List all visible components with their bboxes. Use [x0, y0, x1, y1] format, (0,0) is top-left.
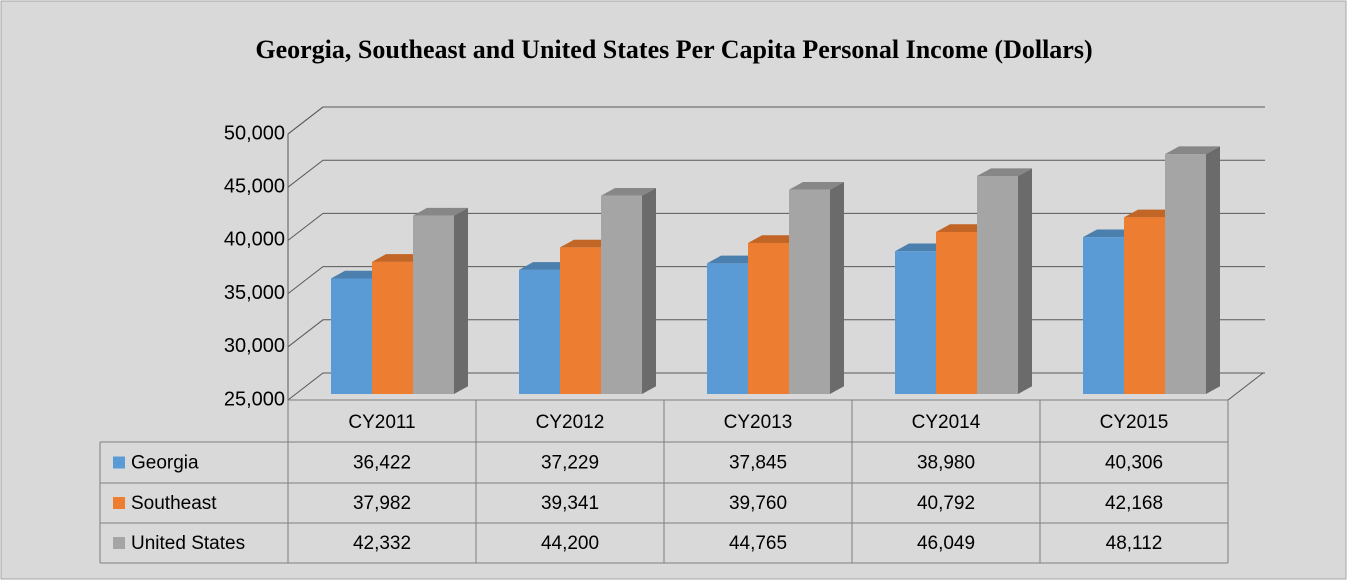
bar-top [977, 168, 1032, 177]
y-tick-label: 45,000 [224, 175, 285, 197]
bar-side-shade [830, 182, 844, 394]
table-value: 38,980 [917, 453, 975, 474]
bar [372, 261, 413, 394]
grid-line [287, 159, 1265, 188]
table-value: 44,200 [541, 533, 599, 554]
bar [977, 176, 1018, 394]
chart-title: Georgia, Southeast and United States Per… [255, 35, 1092, 64]
bar [331, 278, 372, 394]
bar [601, 195, 642, 394]
bar-top-shade [977, 168, 1032, 177]
table-value: 48,112 [1106, 533, 1163, 554]
y-tick-label: 25,000 [224, 388, 285, 410]
bar [1124, 217, 1165, 394]
bar [519, 269, 560, 394]
table-value: 44,765 [729, 533, 787, 554]
bar-top [789, 182, 844, 190]
bar [789, 189, 830, 394]
bar-side [1018, 168, 1032, 394]
bar [748, 242, 789, 394]
x-tick-label: CY2015 [1100, 412, 1169, 433]
table-value: 37,229 [541, 453, 599, 474]
bar-side [830, 182, 844, 394]
bar-top [413, 207, 468, 216]
table-value: 37,982 [353, 493, 411, 514]
bar-top [601, 188, 656, 196]
y-tick-label: 50,000 [224, 122, 285, 144]
x-tick-label: CY2014 [912, 412, 981, 433]
bar [707, 263, 748, 394]
bar-side [642, 188, 656, 394]
legend-label: United States [131, 533, 245, 554]
table-value: 40,792 [917, 493, 975, 514]
table-value: 40,306 [1105, 453, 1163, 474]
legend-swatch [113, 537, 125, 549]
bar-top-shade [789, 182, 844, 190]
y-tick-label: 35,000 [224, 282, 285, 304]
legend-swatch [113, 497, 125, 509]
bar-side-shade [454, 207, 468, 394]
bar-side [454, 207, 468, 394]
bar-top-shade [413, 207, 468, 216]
x-tick-label: CY2013 [724, 412, 793, 433]
legend-swatch [113, 456, 125, 469]
table-value: 39,341 [541, 493, 599, 514]
bar-side-shade [642, 188, 656, 394]
bar [560, 247, 601, 394]
bar [1083, 237, 1124, 394]
y-tick-label: 30,000 [224, 335, 285, 357]
axis-wall [287, 106, 324, 400]
legend-label: Southeast [131, 493, 217, 514]
table-value: 39,760 [729, 493, 787, 514]
bar-top [1165, 146, 1220, 155]
table-value: 42,332 [353, 533, 411, 554]
bar-side [1206, 146, 1220, 394]
table-value: 42,168 [1105, 493, 1163, 514]
table-value: 37,845 [729, 453, 787, 474]
bar-top-shade [601, 188, 656, 196]
bar-side-shade [1018, 168, 1032, 394]
x-tick-label: CY2012 [536, 412, 605, 433]
bar [895, 251, 936, 394]
grid-line [287, 212, 1265, 241]
bar-side-shade [1206, 146, 1220, 394]
bar [1165, 154, 1206, 394]
bar-top-shade [1165, 146, 1220, 155]
x-tick-label: CY2011 [348, 412, 415, 433]
bar [413, 215, 454, 394]
legend-label: Georgia [131, 453, 199, 474]
table-value: 36,422 [353, 453, 411, 474]
y-tick-label: 40,000 [224, 229, 285, 251]
table-value: 46,049 [917, 533, 975, 554]
bar [936, 231, 977, 394]
